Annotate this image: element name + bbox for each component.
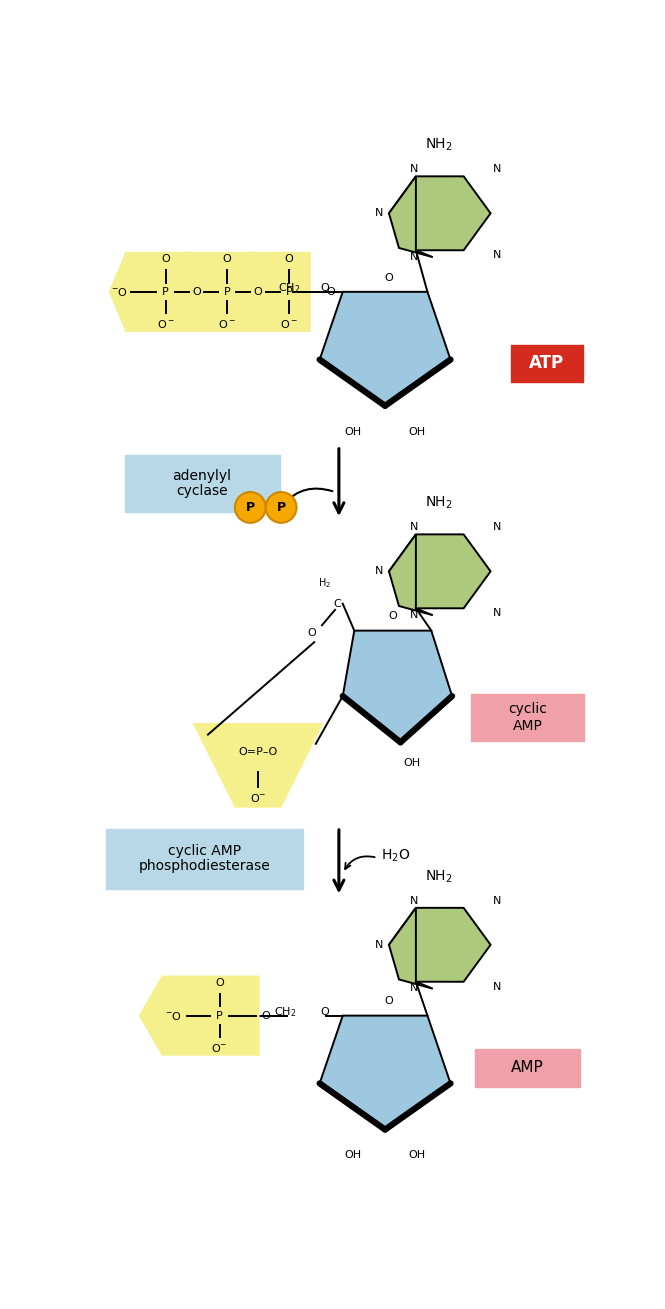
Text: H$_2$O: H$_2$O	[381, 847, 410, 864]
Text: phosphodiesterase: phosphodiesterase	[138, 859, 270, 873]
Text: N: N	[493, 895, 501, 906]
Text: O: O	[320, 283, 329, 293]
Polygon shape	[389, 534, 433, 615]
Text: O: O	[388, 611, 397, 622]
Text: OH: OH	[344, 427, 361, 437]
Polygon shape	[193, 723, 323, 808]
Text: O: O	[261, 1011, 270, 1021]
Circle shape	[235, 492, 266, 522]
Text: NH$_2$: NH$_2$	[425, 495, 453, 512]
Text: cyclase: cyclase	[176, 484, 227, 499]
Text: N: N	[375, 940, 384, 950]
Text: O: O	[215, 978, 224, 988]
Text: N: N	[375, 208, 384, 219]
Polygon shape	[320, 1016, 451, 1130]
Text: O$^-$: O$^-$	[218, 318, 236, 330]
Text: CH$_2$: CH$_2$	[278, 281, 301, 295]
Text: OH: OH	[404, 758, 420, 767]
Text: O$^-$: O$^-$	[280, 318, 298, 330]
Text: N: N	[410, 164, 418, 174]
Text: N: N	[493, 522, 501, 531]
Text: O$^{-}$: O$^{-}$	[211, 1042, 228, 1054]
Polygon shape	[389, 908, 491, 982]
FancyBboxPatch shape	[106, 829, 303, 889]
FancyBboxPatch shape	[475, 1049, 580, 1088]
Text: ATP: ATP	[529, 355, 565, 373]
Text: P: P	[224, 287, 231, 297]
Text: O: O	[384, 996, 393, 1007]
Text: P: P	[216, 1011, 223, 1021]
Polygon shape	[108, 251, 188, 332]
Circle shape	[266, 492, 297, 522]
FancyBboxPatch shape	[511, 346, 583, 382]
Text: $^{-}$O: $^{-}$O	[165, 1009, 182, 1021]
Text: N: N	[493, 164, 501, 174]
Text: adenylyl: adenylyl	[172, 469, 231, 483]
Text: N: N	[410, 895, 418, 906]
Polygon shape	[342, 631, 452, 742]
Text: OH: OH	[344, 1151, 361, 1160]
Text: C: C	[333, 598, 341, 609]
Text: OH: OH	[409, 427, 426, 437]
Text: $^{-}$O: $^{-}$O	[111, 285, 128, 298]
Text: O: O	[307, 628, 317, 637]
Text: N: N	[375, 567, 384, 576]
Text: N: N	[410, 983, 418, 994]
Text: CH$_2$: CH$_2$	[274, 1005, 297, 1018]
Text: P: P	[285, 287, 292, 297]
Text: N: N	[493, 609, 501, 618]
Text: O: O	[192, 287, 201, 297]
Text: O: O	[223, 254, 231, 264]
Text: NH$_2$: NH$_2$	[425, 868, 453, 885]
Text: O$^{-}$: O$^{-}$	[250, 792, 266, 804]
FancyBboxPatch shape	[125, 456, 279, 512]
Polygon shape	[232, 251, 311, 332]
Text: N: N	[410, 522, 418, 531]
Text: N: N	[493, 250, 501, 260]
Text: P: P	[277, 501, 286, 514]
Text: N: N	[410, 251, 418, 262]
Text: cyclic
AMP: cyclic AMP	[508, 702, 547, 733]
Text: O$^-$: O$^-$	[157, 318, 175, 330]
Text: P: P	[246, 501, 255, 514]
Polygon shape	[389, 177, 433, 257]
Text: N: N	[410, 610, 418, 620]
Polygon shape	[389, 177, 491, 250]
Polygon shape	[170, 251, 249, 332]
Text: O=P–O: O=P–O	[239, 746, 278, 757]
Text: P: P	[162, 287, 169, 297]
Text: O: O	[285, 254, 293, 264]
Polygon shape	[389, 908, 433, 988]
Polygon shape	[139, 975, 259, 1055]
Text: N: N	[493, 982, 501, 992]
Text: OH: OH	[409, 1151, 426, 1160]
Text: O: O	[253, 287, 263, 297]
Text: O: O	[384, 272, 393, 283]
Text: O: O	[320, 1007, 329, 1017]
Text: cyclic AMP: cyclic AMP	[168, 844, 241, 857]
Text: AMP: AMP	[511, 1060, 544, 1076]
Text: H$_2$: H$_2$	[319, 576, 331, 590]
Polygon shape	[389, 534, 491, 609]
Polygon shape	[320, 292, 451, 406]
Text: O: O	[327, 287, 336, 297]
Text: NH$_2$: NH$_2$	[425, 137, 453, 153]
Text: O: O	[162, 254, 170, 264]
FancyBboxPatch shape	[471, 694, 584, 741]
